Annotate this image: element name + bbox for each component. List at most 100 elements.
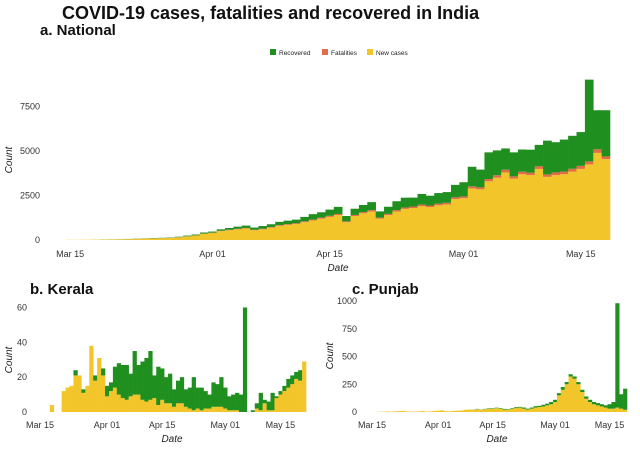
punjab-bar-new-cases-46 bbox=[549, 404, 554, 412]
panel-national-xlabel: Date bbox=[327, 263, 349, 274]
national-bar-new-cases-37 bbox=[375, 218, 385, 240]
punjab-bar-new-cases-31 bbox=[490, 408, 495, 412]
kerala-bar-recovered-61 bbox=[278, 391, 283, 395]
punjab-bar-new-cases-52 bbox=[572, 378, 577, 412]
panel-national-xticks: Mar 15 Apr 01 Apr 15 May 01 May 15 bbox=[56, 249, 595, 259]
punjab-bar-recovered-31 bbox=[490, 408, 495, 409]
national-bar-new-cases-53 bbox=[509, 178, 519, 240]
national-bar-recovered-27 bbox=[291, 219, 301, 224]
kerala-bar-recovered-52 bbox=[242, 307, 248, 412]
national-bar-recovered-25 bbox=[275, 221, 284, 226]
national-bar-new-cases-57 bbox=[543, 176, 552, 240]
punjab-bar-new-cases-9 bbox=[405, 411, 410, 412]
punjab-bar-recovered-41 bbox=[529, 407, 534, 409]
legend-label-new-cases: New cases bbox=[376, 50, 409, 57]
kerala-bar-new-cases-20 bbox=[116, 394, 122, 412]
punjab-bar-new-cases-7 bbox=[397, 411, 402, 412]
punjab-bar-recovered-58 bbox=[595, 403, 601, 406]
kerala-bar-recovered-43 bbox=[207, 394, 212, 409]
national-bar-new-cases-64 bbox=[601, 159, 611, 240]
punjab-bar-recovered-48 bbox=[556, 393, 562, 396]
kerala-ytick-label: 40 bbox=[17, 337, 27, 347]
national-bar-fatalities-27 bbox=[291, 223, 301, 224]
national-bar-recovered-44 bbox=[434, 193, 443, 204]
national-bar-new-cases-31 bbox=[325, 216, 335, 240]
punjab-bar-recovered-61 bbox=[607, 404, 612, 409]
punjab-bar-new-cases-49 bbox=[560, 389, 565, 412]
national-bar-fatalities-21 bbox=[241, 227, 251, 229]
national-bar-new-cases-61 bbox=[576, 168, 586, 240]
punjab-bar-recovered-46 bbox=[549, 402, 554, 405]
national-bar-recovered-31 bbox=[325, 209, 335, 216]
punjab-bar-new-cases-56 bbox=[588, 402, 593, 412]
kerala-bar-recovered-18 bbox=[108, 382, 114, 392]
national-bar-recovered-62 bbox=[584, 79, 594, 162]
legend-label-fatalities: Fatalities bbox=[331, 50, 358, 57]
national-bar-new-cases-25 bbox=[275, 225, 284, 240]
kerala-bar-new-cases-27 bbox=[144, 401, 149, 412]
national-bar-new-cases-46 bbox=[450, 199, 460, 240]
kerala-bar-new-cases-15 bbox=[97, 358, 102, 412]
kerala-bar-new-cases-60 bbox=[274, 398, 279, 412]
kerala-bar-new-cases-34 bbox=[172, 406, 177, 412]
punjab-bar-new-cases-13 bbox=[420, 411, 425, 412]
kerala-bar-new-cases-37 bbox=[183, 406, 189, 412]
legend-swatch-recovered bbox=[270, 49, 276, 55]
national-bar-recovered-20 bbox=[233, 226, 243, 229]
kerala-bar-recovered-39 bbox=[191, 377, 196, 411]
national-bar-fatalities-44 bbox=[434, 203, 443, 206]
punjab-bar-recovered-59 bbox=[599, 404, 604, 407]
punjab-bar-new-cases-47 bbox=[553, 402, 558, 412]
national-bar-recovered-26 bbox=[283, 220, 293, 225]
national-bar-new-cases-9 bbox=[141, 238, 150, 240]
kerala-bar-new-cases-49 bbox=[231, 410, 236, 412]
punjab-bar-recovered-56 bbox=[588, 399, 593, 403]
kerala-bar-new-cases-61 bbox=[278, 394, 283, 412]
national-bar-new-cases-17 bbox=[208, 232, 217, 240]
kerala-bar-new-cases-8 bbox=[69, 385, 74, 412]
national-bar-fatalities-23 bbox=[258, 228, 268, 230]
punjab-bar-recovered-47 bbox=[553, 399, 558, 403]
legend: Recovered Fatalities New cases bbox=[270, 49, 409, 57]
kerala-bar-recovered-54 bbox=[250, 410, 256, 412]
national-bar-fatalities-46 bbox=[450, 197, 460, 200]
national-bar-new-cases-16 bbox=[199, 233, 209, 240]
kerala-bar-recovered-36 bbox=[179, 377, 185, 404]
legend-swatch-new-cases bbox=[367, 49, 373, 55]
national-bar-fatalities-38 bbox=[384, 213, 393, 216]
kerala-bar-recovered-55 bbox=[254, 403, 259, 409]
kerala-bar-recovered-23 bbox=[128, 373, 133, 397]
national-bar-new-cases-40 bbox=[400, 208, 410, 240]
kerala-bar-recovered-56 bbox=[258, 392, 263, 411]
punjab-bar-recovered-55 bbox=[584, 396, 589, 399]
national-bar-fatalities-32 bbox=[333, 213, 343, 216]
kerala-bar-recovered-27 bbox=[144, 358, 149, 402]
punjab-bar-new-cases-23 bbox=[459, 410, 464, 412]
national-bar-fatalities-31 bbox=[325, 215, 335, 217]
punjab-bar-new-cases-25 bbox=[467, 409, 472, 412]
panel-kerala-xticks: Mar 15 Apr 01 Apr 15 May 01 May 15 bbox=[26, 420, 295, 430]
kerala-bar-new-cases-18 bbox=[108, 391, 114, 412]
national-bar-new-cases-6 bbox=[116, 239, 125, 240]
kerala-bar-new-cases-67 bbox=[302, 361, 307, 412]
kerala-bar-recovered-33 bbox=[168, 373, 173, 404]
kerala-bar-new-cases-43 bbox=[207, 408, 212, 412]
national-bar-recovered-51 bbox=[492, 150, 502, 176]
national-bar-recovered-47 bbox=[459, 182, 469, 197]
kerala-xtick-label: Apr 15 bbox=[149, 420, 176, 430]
national-bar-recovered-15 bbox=[191, 234, 201, 236]
kerala-bar-recovered-37 bbox=[183, 389, 189, 407]
national-bar-recovered-24 bbox=[266, 224, 276, 227]
national-bar-fatalities-63 bbox=[593, 149, 602, 153]
national-bar-fatalities-43 bbox=[425, 205, 435, 208]
kerala-bar-new-cases-6 bbox=[61, 391, 66, 412]
kerala-bar-recovered-9 bbox=[73, 370, 78, 376]
punjab-bar-recovered-64 bbox=[619, 394, 624, 409]
kerala-bar-new-cases-40 bbox=[195, 408, 200, 412]
punjab-bar-recovered-57 bbox=[591, 402, 597, 405]
national-bar-fatalities-47 bbox=[459, 196, 469, 199]
kerala-bar-recovered-65 bbox=[294, 371, 299, 379]
national-bar-new-cases-49 bbox=[476, 189, 485, 240]
national-bar-recovered-16 bbox=[199, 232, 209, 234]
kerala-bar-recovered-32 bbox=[164, 377, 169, 404]
